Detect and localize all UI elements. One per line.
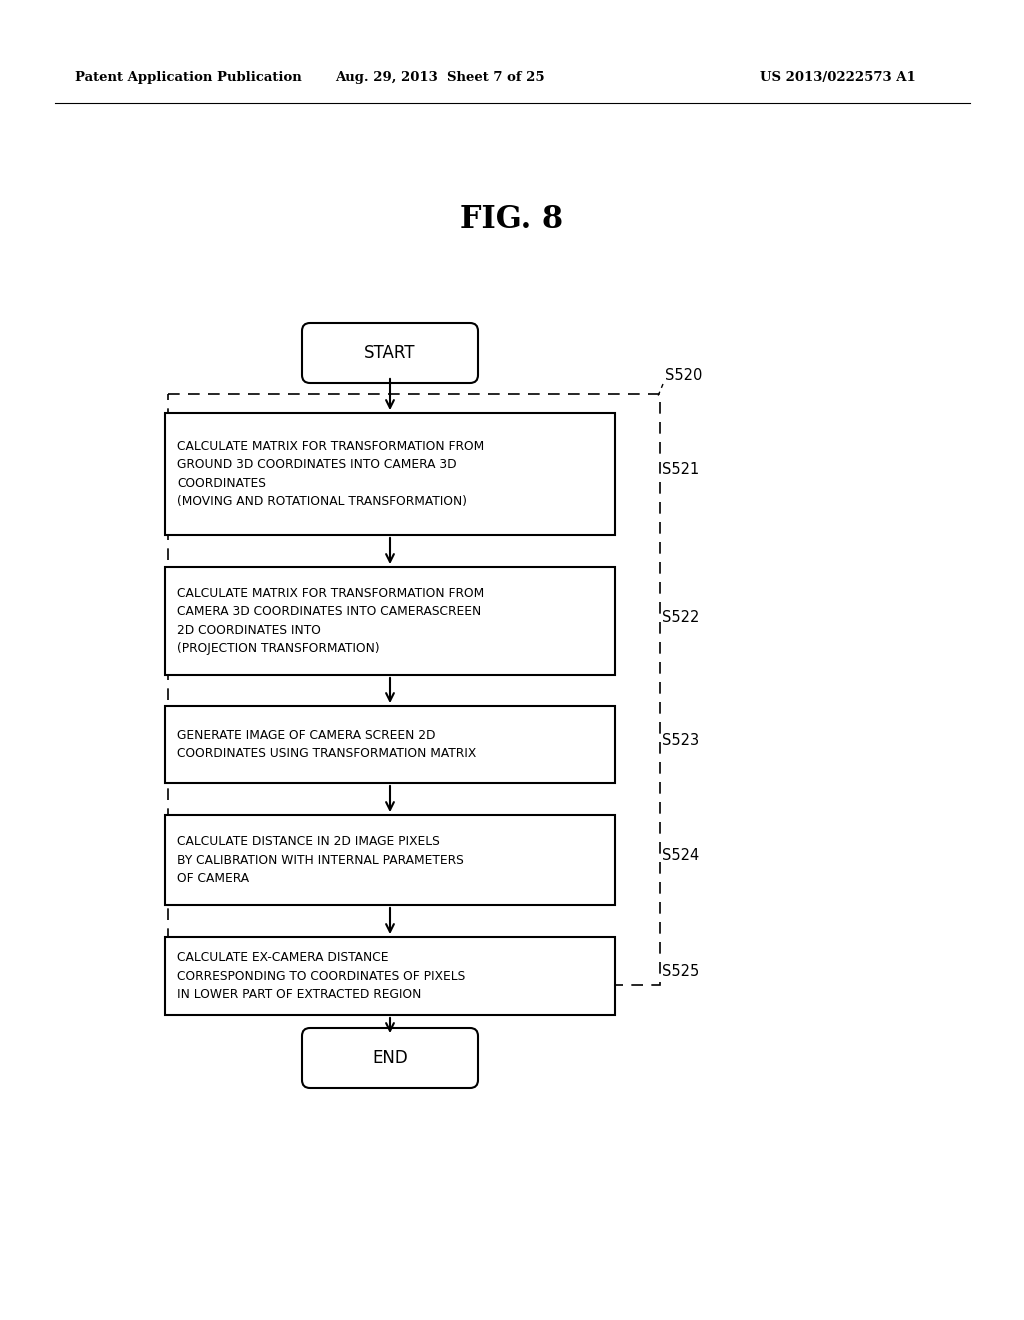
Text: CALCULATE MATRIX FOR TRANSFORMATION FROM
CAMERA 3D COORDINATES INTO CAMERASCREEN: CALCULATE MATRIX FOR TRANSFORMATION FROM… (177, 587, 484, 655)
Text: S524: S524 (662, 849, 699, 863)
Text: S522: S522 (662, 610, 699, 624)
Bar (165, 413, 615, 535)
Text: CALCULATE MATRIX FOR TRANSFORMATION FROM
GROUND 3D COORDINATES INTO CAMERA 3D
CO: CALCULATE MATRIX FOR TRANSFORMATION FROM… (177, 440, 484, 508)
Text: Aug. 29, 2013  Sheet 7 of 25: Aug. 29, 2013 Sheet 7 of 25 (335, 71, 545, 84)
Bar (165, 568, 615, 675)
Bar (165, 937, 615, 1015)
FancyBboxPatch shape (302, 323, 478, 383)
Text: US 2013/0222573 A1: US 2013/0222573 A1 (760, 71, 915, 84)
Text: S523: S523 (662, 733, 699, 748)
Text: CALCULATE EX-CAMERA DISTANCE
CORRESPONDING TO COORDINATES OF PIXELS
IN LOWER PAR: CALCULATE EX-CAMERA DISTANCE CORRESPONDI… (177, 950, 465, 1001)
FancyBboxPatch shape (302, 1028, 478, 1088)
Text: END: END (372, 1049, 408, 1067)
Text: CALCULATE DISTANCE IN 2D IMAGE PIXELS
BY CALIBRATION WITH INTERNAL PARAMETERS
OF: CALCULATE DISTANCE IN 2D IMAGE PIXELS BY… (177, 836, 464, 884)
Text: FIG. 8: FIG. 8 (461, 205, 563, 235)
Text: S521: S521 (662, 462, 699, 478)
Bar (165, 814, 615, 906)
Text: S520: S520 (665, 368, 702, 384)
Text: S525: S525 (662, 965, 699, 979)
Text: START: START (365, 345, 416, 362)
Text: Patent Application Publication: Patent Application Publication (75, 71, 302, 84)
Bar (168, 393, 660, 985)
Bar (165, 706, 615, 783)
Text: GENERATE IMAGE OF CAMERA SCREEN 2D
COORDINATES USING TRANSFORMATION MATRIX: GENERATE IMAGE OF CAMERA SCREEN 2D COORD… (177, 729, 476, 760)
